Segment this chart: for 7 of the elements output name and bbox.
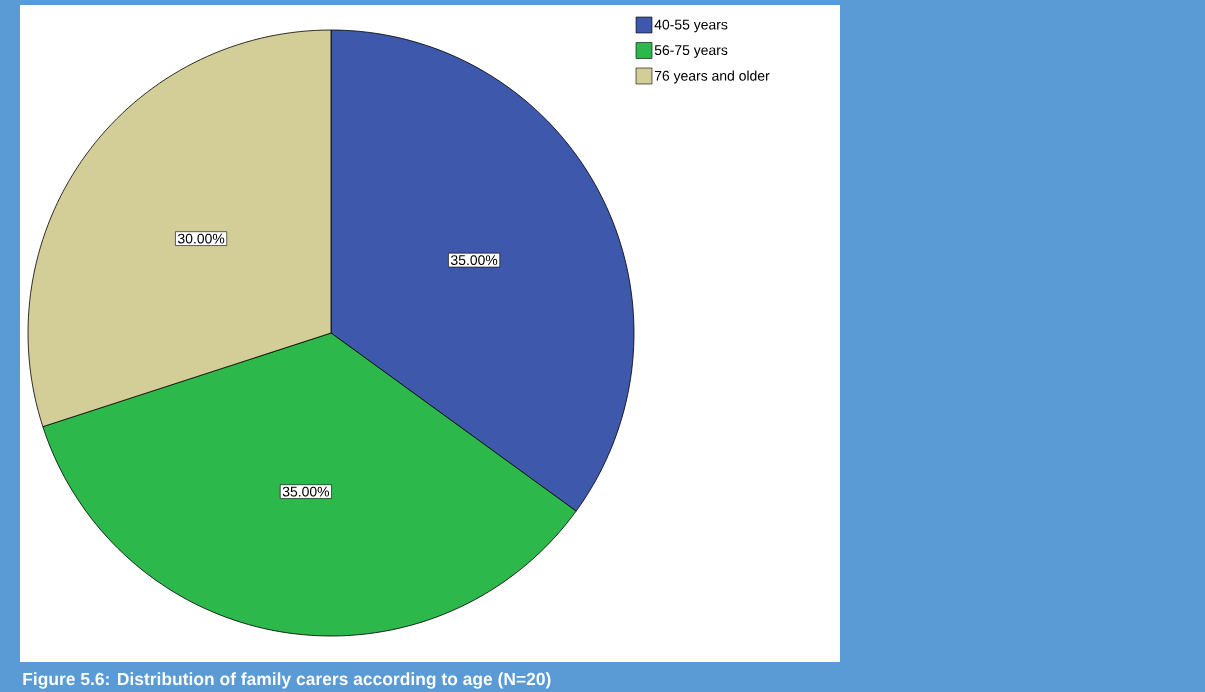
legend-label: 56-75 years [654, 45, 728, 58]
data-label: 35.00% [450, 255, 498, 266]
caption: Figure 5.6: Distribution of family carers according to age (N=20) [23, 672, 551, 689]
legend-label: 40-55 years [654, 19, 728, 33]
data-label: 30.00% [177, 233, 225, 244]
data-label: 35.00% [282, 486, 330, 497]
legend-label: 76 years and older [654, 70, 770, 84]
